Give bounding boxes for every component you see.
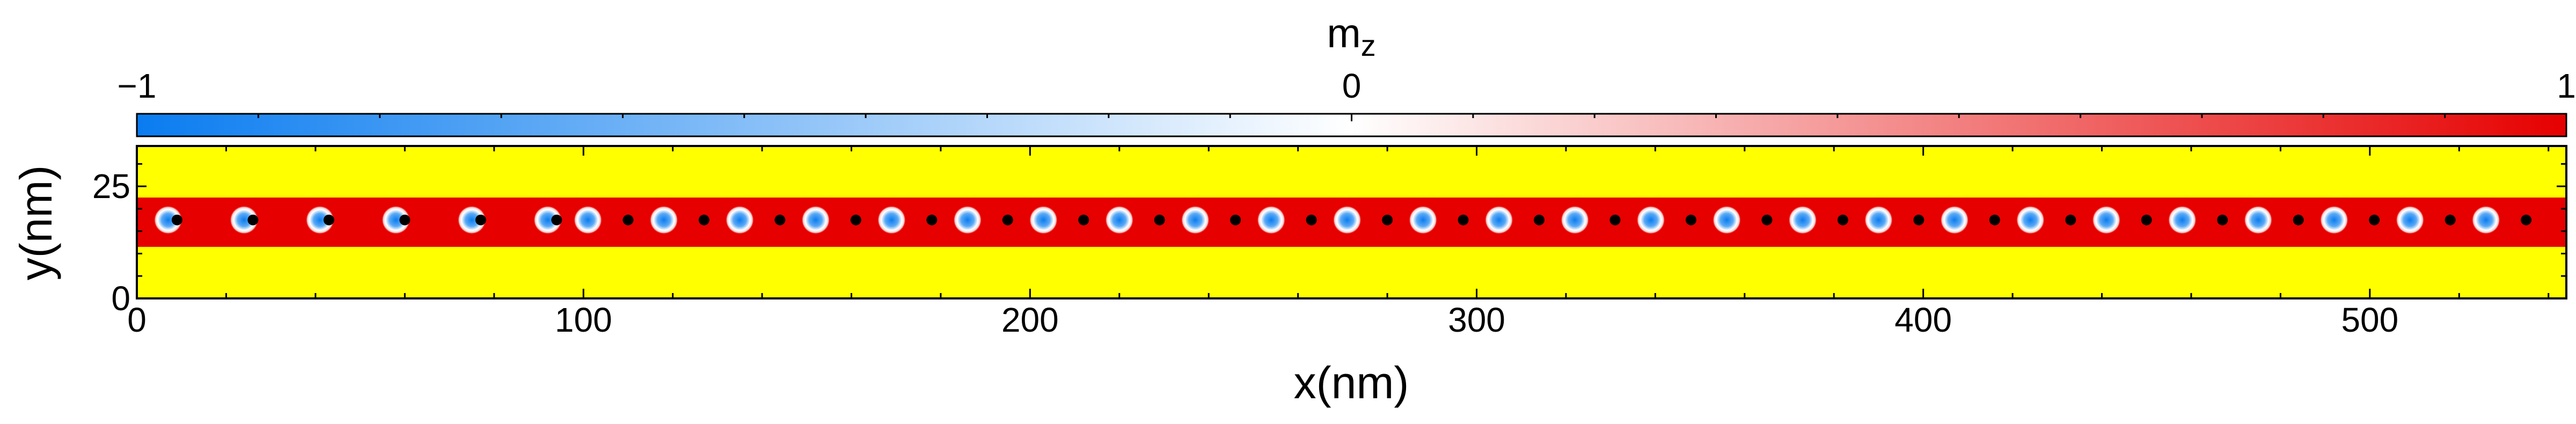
colorbar-tick-label: 0 (1342, 67, 1362, 105)
skyrmion-center-marker (2065, 214, 2076, 225)
skyrmion (533, 206, 562, 235)
skyrmion (1257, 206, 1286, 235)
skyrmion (953, 206, 982, 235)
skyrmion-center-marker (1078, 214, 1089, 225)
skyrmion (2016, 206, 2045, 235)
skyrmion-center-marker (2521, 214, 2532, 225)
skyrmion (2244, 206, 2273, 235)
skyrmion-center-marker (551, 214, 562, 225)
skyrmion-center-marker (1609, 214, 1621, 225)
skyrmion-center-marker (698, 214, 709, 225)
skyrmion-center-marker (1002, 214, 1013, 225)
skyrmion-center-marker (2141, 214, 2152, 225)
skyrmion-center-marker (323, 214, 334, 225)
skyrmion (1181, 206, 1210, 235)
colorbar-tick-labels: −1 0 1 (118, 67, 2576, 105)
skyrmion (1029, 206, 1058, 235)
colorbar-title-subscript: z (1361, 28, 1376, 62)
skyrmion (1560, 206, 1590, 235)
skyrmion (457, 206, 486, 235)
skyrmion (1484, 206, 1513, 235)
y-tick-label: 0 (111, 279, 130, 318)
skyrmion-center-marker (1989, 214, 2000, 225)
marker-layer (171, 214, 2532, 225)
skyrmion (1636, 206, 1665, 235)
skyrmion-center-marker (1382, 214, 1393, 225)
x-tick-label: 500 (2341, 301, 2398, 339)
skyrmion (573, 206, 603, 235)
skyrmion-center-marker (171, 214, 182, 225)
skyrmion-center-marker (1458, 214, 1469, 225)
x-axis-tick-labels: 0 100 200 300 400 500 (127, 301, 2398, 339)
x-axis-label: x(nm) (1294, 357, 1409, 408)
x-tick-label: 200 (1001, 301, 1059, 339)
colorbar-ticks (136, 114, 2567, 121)
skyrmion (2396, 206, 2425, 235)
skyrmion (1105, 206, 1134, 235)
skyrmion-center-marker (1230, 214, 1241, 225)
skyrmion-center-marker (850, 214, 861, 225)
skyrmion (649, 206, 678, 235)
skyrmion-center-marker (623, 214, 634, 225)
plot-area: 0 100 200 300 400 500 0 25 (92, 145, 2567, 339)
skyrmion (2319, 206, 2348, 235)
skyrmion-center-marker (926, 214, 938, 225)
skyrmion (2471, 206, 2500, 235)
skyrmion (801, 206, 830, 235)
skyrmion (153, 206, 182, 235)
x-tick-label: 100 (555, 301, 612, 339)
x-axis-ticks (136, 146, 2550, 298)
skyrmion-center-marker (2293, 214, 2304, 225)
skyrmion (382, 206, 411, 235)
x-tick-label: 400 (1894, 301, 1952, 339)
colorbar-tick-label: −1 (118, 67, 157, 105)
colorbar: mz −1 0 1 (118, 11, 2576, 137)
x-tick-label: 0 (127, 301, 147, 339)
skyrmion-layer (153, 206, 2500, 235)
skyrmion (1864, 206, 1893, 235)
skyrmion (1333, 206, 1362, 235)
skyrmion (1409, 206, 1438, 235)
skyrmion-center-marker (399, 214, 411, 225)
skyrmion-center-marker (1154, 214, 1165, 225)
skyrmion-center-marker (1534, 214, 1545, 225)
skyrmion-center-marker (2445, 214, 2456, 225)
skyrmion-center-marker (247, 214, 259, 225)
colorbar-title: mz (1327, 11, 1375, 62)
skyrmion-center-marker (1913, 214, 1924, 225)
skyrmion (2168, 206, 2197, 235)
skyrmion-center-marker (2369, 214, 2380, 225)
skyrmion-center-marker (1685, 214, 1696, 225)
y-axis-tick-labels: 0 25 (92, 167, 130, 318)
skyrmion (230, 206, 259, 235)
skyrmion-center-marker (1837, 214, 1848, 225)
skyrmion-center-marker (774, 214, 786, 225)
skyrmion-center-marker (1761, 214, 1773, 225)
skyrmion (725, 206, 755, 235)
x-tick-label: 300 (1448, 301, 1505, 339)
skyrmion-center-marker (2217, 214, 2228, 225)
y-tick-label: 25 (92, 167, 130, 206)
skyrmion (1712, 206, 1741, 235)
skyrmion-center-marker (475, 214, 486, 225)
y-axis-ticks (137, 163, 2566, 299)
skyrmion (877, 206, 906, 235)
skyrmion (305, 206, 334, 235)
skyrmion (1788, 206, 1817, 235)
colorbar-tick-label: 1 (2557, 67, 2576, 105)
plot-frame (136, 145, 2567, 299)
skyrmion-center-marker (1306, 214, 1317, 225)
skyrmion (1940, 206, 1969, 235)
skyrmion (2092, 206, 2121, 235)
y-axis-label: y(nm) (11, 165, 61, 281)
